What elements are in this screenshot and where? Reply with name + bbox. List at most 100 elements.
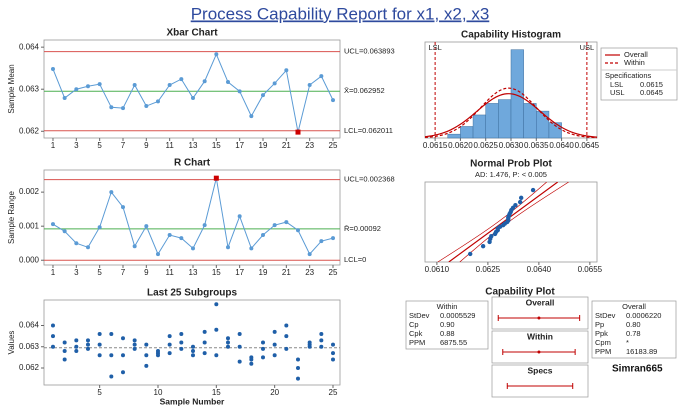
stats-value: 0.90 — [440, 320, 455, 329]
interval-box — [491, 364, 589, 398]
x-tick-label: 19 — [259, 268, 268, 277]
point — [249, 361, 254, 366]
control-limit-label: UCL=0.063893 — [344, 47, 395, 56]
point — [62, 229, 67, 234]
stats-key: Ppk — [595, 329, 608, 338]
point — [179, 77, 184, 82]
histogram-bar — [447, 133, 461, 139]
point — [307, 83, 312, 88]
x-tick-label: 7 — [121, 268, 126, 277]
point — [144, 353, 149, 358]
y-tick-label: 0.000 — [19, 255, 40, 264]
point — [295, 228, 300, 233]
x-tick-label: 15 — [212, 141, 221, 150]
point — [260, 346, 265, 351]
point — [249, 355, 254, 360]
normal-curve — [424, 87, 598, 139]
point — [319, 338, 324, 343]
point — [109, 374, 114, 379]
point — [225, 336, 230, 341]
specification-value: 0.0615 — [640, 80, 663, 89]
stats-value: 16183.89 — [626, 347, 657, 356]
point — [132, 244, 137, 249]
point — [225, 340, 230, 345]
stats-title: Overall — [622, 302, 646, 311]
report-title: Process Capability Report for x1, x2, x3 — [191, 4, 490, 23]
chart-title: Capability Histogram — [461, 30, 561, 41]
point — [179, 236, 184, 241]
control-limit-label: UCL=0.002368 — [344, 175, 395, 184]
stats-key: Cpm — [595, 338, 611, 347]
point — [284, 346, 289, 351]
point — [272, 329, 277, 334]
point — [190, 353, 195, 358]
y-tick-label: 0.002 — [19, 187, 40, 196]
x-tick-label: 0.0640 — [549, 141, 574, 150]
point — [518, 195, 524, 201]
point — [167, 334, 172, 339]
point — [249, 114, 254, 119]
chart-title: Capability Plot — [485, 287, 555, 298]
plot-frame — [43, 169, 341, 266]
point — [74, 338, 79, 343]
point — [319, 344, 324, 349]
control-limit-label: R̄=0.00092 — [344, 224, 381, 233]
point — [132, 83, 137, 88]
point — [120, 370, 125, 375]
out-of-control-point — [213, 175, 219, 181]
legend-label: Within — [624, 58, 645, 67]
point — [167, 83, 172, 88]
histogram-bar — [523, 103, 537, 139]
point — [50, 344, 55, 349]
point — [307, 340, 312, 345]
x-tick-label: 25 — [329, 141, 338, 150]
point — [272, 223, 277, 228]
point — [62, 357, 67, 362]
point — [489, 234, 494, 239]
point — [144, 224, 149, 229]
x-tick-label: 17 — [235, 268, 244, 277]
chart-subtitle: AD: 1.476, P: < 0.005 — [475, 170, 547, 179]
x-tick-label: 3 — [74, 141, 79, 150]
x-tick-label: 13 — [189, 141, 198, 150]
histogram-bar — [498, 99, 512, 139]
x-tick-label: 0.0645 — [575, 141, 600, 150]
x-tick-label: 23 — [305, 268, 314, 277]
stats-title: Within — [437, 302, 458, 311]
point — [214, 302, 219, 307]
point — [202, 329, 207, 334]
y-axis-label: Sample Mean — [7, 64, 16, 113]
point — [132, 338, 137, 343]
x-tick-label: 23 — [305, 141, 314, 150]
point — [517, 199, 523, 205]
x-tick-label: 20 — [270, 388, 279, 397]
point — [144, 363, 149, 368]
point — [50, 222, 55, 227]
stats-value: 0.0005529 — [440, 311, 475, 320]
x-tick-label: 11 — [166, 141, 175, 150]
stats-key: StDev — [409, 311, 430, 320]
chart-title: Xbar Chart — [166, 28, 218, 39]
spec-label: USL — [580, 43, 595, 52]
interval-label: Specs — [527, 365, 552, 375]
point — [50, 323, 55, 328]
point — [295, 357, 300, 362]
stats-value: 0.80 — [626, 320, 641, 329]
point — [50, 334, 55, 339]
stats-value: 0.78 — [626, 329, 641, 338]
point — [97, 332, 102, 336]
point — [330, 357, 335, 362]
spec-label: LSL — [428, 43, 441, 52]
x-tick-label: 0.0610 — [425, 265, 450, 274]
point — [214, 327, 219, 332]
point — [50, 67, 55, 72]
point — [97, 342, 102, 347]
point — [167, 351, 172, 356]
point — [295, 376, 300, 381]
control-limit-label: X̄=0.062952 — [344, 86, 385, 95]
control-limit-label: LCL=0 — [344, 255, 366, 264]
x-tick-label: 19 — [259, 141, 268, 150]
plot-frame — [43, 299, 341, 386]
x-tick-label: 0.0615 — [423, 141, 448, 150]
